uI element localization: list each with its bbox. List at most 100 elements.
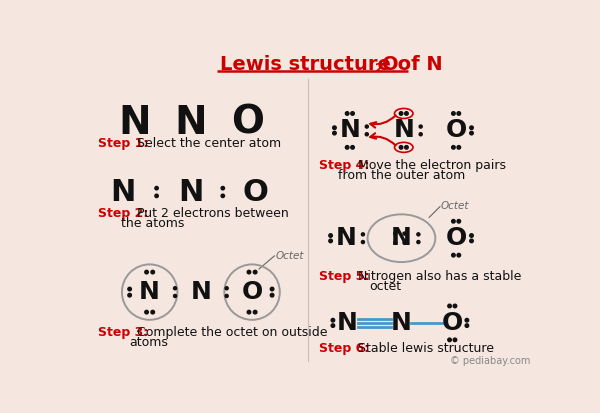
Circle shape [465, 318, 469, 322]
Circle shape [457, 145, 461, 149]
Text: O: O [445, 119, 467, 142]
Circle shape [419, 125, 422, 128]
Circle shape [253, 271, 257, 274]
Circle shape [365, 125, 368, 128]
Circle shape [332, 131, 336, 135]
Circle shape [448, 338, 451, 342]
Circle shape [346, 145, 349, 149]
Text: Step 1:: Step 1: [98, 137, 148, 150]
Circle shape [403, 232, 406, 235]
Circle shape [403, 241, 406, 244]
Text: Octet: Octet [441, 201, 469, 211]
Circle shape [399, 112, 403, 115]
Text: N: N [174, 104, 207, 142]
Circle shape [331, 324, 335, 328]
Circle shape [453, 304, 457, 308]
Text: N: N [335, 226, 356, 250]
Text: N: N [118, 104, 151, 142]
Circle shape [221, 194, 224, 197]
Text: N: N [391, 311, 412, 335]
Circle shape [145, 310, 148, 314]
Circle shape [128, 287, 131, 291]
Circle shape [331, 318, 335, 322]
Circle shape [361, 233, 364, 236]
Circle shape [365, 133, 368, 136]
Circle shape [453, 338, 457, 342]
Text: Move the electron pairs: Move the electron pairs [355, 159, 506, 171]
Circle shape [346, 112, 349, 115]
Text: N: N [178, 178, 203, 206]
Circle shape [457, 112, 461, 115]
Text: N: N [340, 119, 360, 142]
Circle shape [155, 186, 158, 190]
Circle shape [145, 271, 148, 274]
Circle shape [452, 219, 455, 223]
Text: Put 2 electrons between: Put 2 electrons between [133, 207, 289, 220]
Circle shape [351, 145, 355, 149]
Circle shape [221, 186, 224, 190]
Circle shape [470, 131, 473, 135]
Text: N: N [139, 280, 160, 304]
Text: Step 5:: Step 5: [319, 270, 370, 283]
Circle shape [225, 294, 228, 297]
Circle shape [271, 287, 274, 291]
Text: Nitrogen also has a stable: Nitrogen also has a stable [355, 270, 522, 283]
Text: the atoms: the atoms [121, 217, 185, 230]
Text: N: N [391, 226, 412, 250]
Circle shape [404, 145, 408, 149]
Circle shape [452, 112, 455, 115]
Circle shape [329, 239, 332, 243]
Text: Lewis structure of N: Lewis structure of N [220, 55, 442, 74]
Text: © pediabay.com: © pediabay.com [451, 356, 531, 366]
Text: 2: 2 [375, 62, 384, 75]
Circle shape [399, 145, 403, 149]
Circle shape [404, 112, 408, 115]
Text: O: O [382, 55, 399, 74]
Text: from the outer atom: from the outer atom [338, 169, 466, 182]
Text: atoms: atoms [129, 336, 168, 349]
Text: Step 4:: Step 4: [319, 159, 370, 171]
Text: O: O [242, 178, 268, 206]
Circle shape [247, 310, 251, 314]
Circle shape [394, 232, 397, 235]
Text: O: O [445, 226, 467, 250]
Circle shape [173, 294, 176, 297]
Text: O: O [231, 104, 264, 142]
Circle shape [417, 240, 420, 244]
Circle shape [332, 126, 336, 130]
Circle shape [457, 219, 461, 223]
Text: octet: octet [369, 280, 401, 293]
Circle shape [271, 293, 274, 297]
Circle shape [351, 112, 355, 115]
Circle shape [151, 271, 155, 274]
Circle shape [253, 310, 257, 314]
Text: Stable lewis structure: Stable lewis structure [355, 342, 494, 355]
Text: N: N [191, 280, 212, 304]
Text: Step 2:: Step 2: [98, 207, 148, 220]
Circle shape [452, 254, 455, 257]
Circle shape [448, 304, 451, 308]
Circle shape [173, 287, 176, 290]
Circle shape [128, 293, 131, 297]
Text: N: N [110, 178, 136, 206]
Circle shape [394, 241, 397, 244]
Text: O: O [442, 311, 463, 335]
Circle shape [470, 126, 473, 130]
Circle shape [470, 239, 473, 243]
Circle shape [225, 287, 228, 290]
Circle shape [470, 234, 473, 237]
Circle shape [452, 145, 455, 149]
Text: Select the center atom: Select the center atom [133, 137, 281, 150]
Circle shape [417, 233, 420, 236]
Circle shape [155, 194, 158, 197]
Text: Octet: Octet [275, 251, 304, 261]
Circle shape [465, 324, 469, 328]
Text: Complete the octet on outside: Complete the octet on outside [133, 325, 328, 339]
Text: O: O [241, 280, 263, 304]
Text: N: N [394, 119, 414, 142]
Text: Step 3:: Step 3: [98, 325, 148, 339]
Circle shape [151, 310, 155, 314]
Text: N: N [337, 311, 358, 335]
Circle shape [419, 133, 422, 136]
Text: Step 6:: Step 6: [319, 342, 370, 355]
